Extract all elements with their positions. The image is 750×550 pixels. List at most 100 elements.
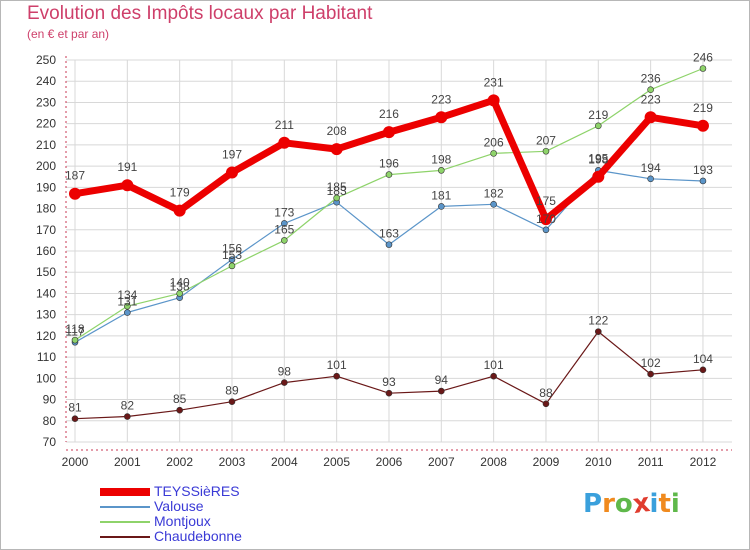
y-tick-label: 240	[36, 74, 56, 88]
data-point-chaudebonne	[71, 415, 79, 422]
data-point-montjoux	[333, 194, 340, 202]
legend-swatch	[100, 521, 150, 523]
x-tick-label: 2000	[62, 455, 89, 469]
data-point-valouse	[542, 226, 550, 234]
x-tick-label: 2002	[166, 455, 193, 469]
data-label-teyssi-res: 231	[484, 75, 504, 89]
data-label-teyssi-res: 208	[327, 124, 347, 138]
data-point-montjoux	[176, 290, 183, 297]
legend-label: Valouse	[154, 498, 204, 514]
data-point-chaudebonne	[699, 366, 707, 374]
data-point-teyssi-res	[330, 143, 343, 156]
data-point-chaudebonne	[542, 400, 550, 408]
data-label-chaudebonne: 88	[539, 386, 553, 400]
data-label-montjoux: 198	[431, 152, 451, 166]
x-tick-label: 2005	[323, 455, 350, 469]
data-point-teyssi-res	[278, 136, 291, 149]
logo-letter: o	[614, 489, 633, 519]
chart-title: Evolution des Impôts locaux par Habitant	[27, 3, 373, 24]
x-tick-label: 2006	[376, 455, 403, 469]
data-label-montjoux: 118	[65, 322, 84, 336]
x-tick-label: 2010	[585, 455, 612, 469]
data-label-valouse: 163	[379, 227, 399, 241]
data-label-chaudebonne: 85	[173, 392, 187, 406]
data-label-layer: 117 131 138 156 173 183 163 181 182 170 198 194 193 1…	[65, 50, 713, 414]
data-point-valouse	[124, 309, 131, 316]
y-tick-label: 230	[36, 95, 56, 109]
data-label-chaudebonne: 81	[68, 401, 82, 415]
data-label-chaudebonne: 101	[327, 358, 347, 372]
grid-layer	[66, 59, 732, 443]
x-tick-label: 2008	[480, 455, 507, 469]
data-point-chaudebonne	[594, 328, 602, 335]
data-label-teyssi-res: 195	[588, 152, 608, 166]
data-point-montjoux	[385, 171, 393, 178]
y-tick-label: 180	[36, 202, 56, 216]
legend-label: Chaudebonne	[154, 528, 242, 544]
data-label-valouse: 182	[484, 186, 504, 200]
data-point-valouse	[438, 203, 445, 210]
data-point-montjoux	[228, 262, 236, 270]
data-label-teyssi-res: 191	[117, 160, 137, 174]
data-label-chaudebonne: 93	[382, 375, 396, 389]
chart-subtitle: (en € et par an)	[27, 27, 110, 41]
data-label-chaudebonne: 104	[693, 352, 713, 366]
data-point-valouse	[281, 220, 288, 227]
data-label-montjoux: 185	[327, 180, 347, 194]
data-point-chaudebonne	[333, 372, 340, 380]
data-label-montjoux: 246	[693, 50, 713, 64]
data-label-chaudebonne: 101	[484, 358, 504, 372]
data-label-chaudebonne: 122	[588, 314, 608, 328]
data-point-valouse	[699, 177, 707, 185]
y-tick-label: 130	[36, 308, 56, 322]
data-label-valouse: 194	[641, 161, 661, 175]
data-label-montjoux: 153	[222, 248, 242, 262]
data-point-chaudebonne	[176, 406, 183, 414]
data-label-valouse: 173	[274, 205, 294, 219]
data-label-montjoux: 207	[536, 133, 556, 147]
y-tick-label: 220	[36, 117, 56, 131]
data-label-chaudebonne: 98	[278, 365, 292, 379]
legend-swatch	[100, 488, 150, 496]
x-tick-label: 2004	[271, 455, 298, 469]
data-point-chaudebonne	[228, 398, 236, 405]
data-point-teyssi-res	[696, 119, 709, 132]
data-point-valouse	[385, 241, 393, 248]
data-point-montjoux	[438, 167, 445, 174]
data-point-teyssi-res	[121, 179, 134, 192]
data-point-teyssi-res	[382, 126, 395, 139]
data-label-valouse: 198	[588, 152, 608, 166]
data-point-teyssi-res	[487, 94, 500, 107]
legend-swatch	[100, 536, 150, 538]
data-point-valouse	[490, 201, 497, 208]
y-tick-label: 140	[36, 286, 56, 300]
y-tick-label: 210	[36, 138, 56, 152]
proxiti-logo: Proxiti	[583, 488, 680, 520]
axis-layer: 7080901001101201301401501601701801902002…	[36, 53, 732, 469]
data-point-teyssi-res	[539, 213, 552, 226]
data-point-chaudebonne	[124, 413, 131, 420]
data-label-teyssi-res: 223	[431, 92, 451, 106]
x-tick-label: 2012	[690, 455, 717, 469]
data-point-chaudebonne	[385, 389, 393, 397]
data-label-valouse: 131	[117, 295, 137, 309]
data-point-montjoux	[71, 336, 79, 344]
data-point-chaudebonne	[647, 370, 654, 378]
data-label-teyssi-res: 211	[275, 118, 294, 132]
data-point-teyssi-res	[225, 166, 238, 179]
data-point-chaudebonne	[438, 387, 445, 395]
data-label-teyssi-res: 187	[65, 169, 85, 183]
data-label-montjoux: 206	[484, 135, 504, 149]
data-label-chaudebonne: 102	[641, 356, 661, 370]
data-label-montjoux: 134	[117, 288, 137, 302]
y-tick-label: 150	[36, 265, 56, 279]
data-label-montjoux: 140	[170, 275, 190, 289]
data-label-teyssi-res: 219	[693, 101, 713, 115]
data-point-montjoux	[594, 122, 602, 130]
legend-swatch	[100, 506, 150, 508]
x-tick-label: 2003	[219, 455, 246, 469]
legend-label: Montjoux	[154, 513, 211, 529]
logo-letter: t	[658, 489, 671, 519]
y-tick-label: 160	[36, 244, 56, 258]
